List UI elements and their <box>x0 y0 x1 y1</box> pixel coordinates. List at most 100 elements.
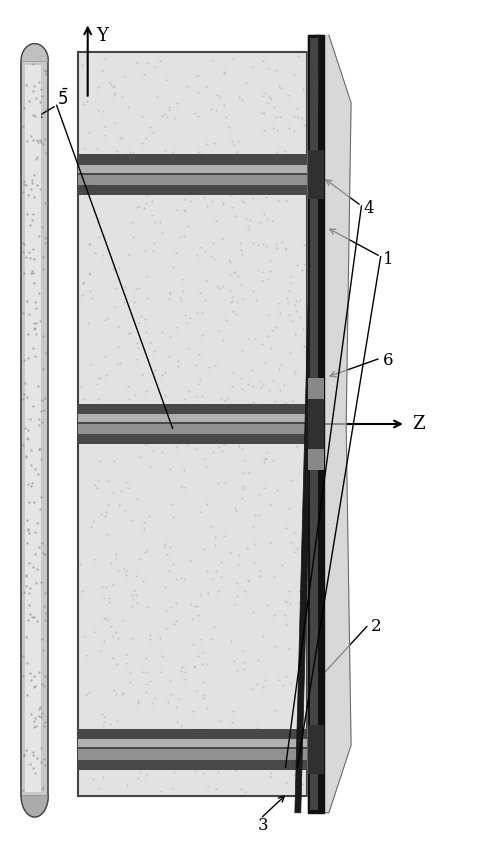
Point <box>33 615 41 628</box>
Point <box>133 337 141 350</box>
Point <box>285 584 293 598</box>
Point <box>36 502 44 516</box>
Point <box>79 276 87 290</box>
Point <box>290 125 298 138</box>
Bar <box>21 60 48 796</box>
Bar <box>78 750 307 760</box>
Point <box>213 280 221 293</box>
Point <box>111 455 119 468</box>
Point <box>128 183 136 197</box>
Point <box>225 253 233 266</box>
Point <box>269 121 277 135</box>
Point <box>171 399 179 413</box>
Point <box>147 178 155 192</box>
Point <box>156 54 164 68</box>
Point <box>100 187 108 201</box>
Text: Y: Y <box>97 27 109 45</box>
Point <box>98 64 106 77</box>
Point <box>205 360 213 374</box>
Point <box>100 129 108 142</box>
Point <box>240 195 248 209</box>
Point <box>25 307 33 321</box>
Point <box>291 365 299 378</box>
Point <box>89 514 97 527</box>
Point <box>105 185 113 198</box>
Point <box>166 539 174 553</box>
Point <box>141 153 149 166</box>
Point <box>30 670 38 683</box>
Point <box>26 252 34 265</box>
Point <box>131 282 139 295</box>
Point <box>107 556 115 570</box>
Point <box>19 186 27 199</box>
Point <box>93 482 101 495</box>
Point <box>252 732 260 745</box>
Point <box>266 265 274 278</box>
Point <box>119 688 126 701</box>
Point <box>247 421 255 435</box>
Bar <box>78 729 307 770</box>
Point <box>94 393 102 406</box>
Point <box>31 109 39 123</box>
Point <box>277 733 285 746</box>
Point <box>273 241 281 254</box>
Point <box>177 719 185 733</box>
Point <box>292 750 300 764</box>
Point <box>31 547 39 561</box>
Point <box>209 445 217 459</box>
Point <box>80 142 88 155</box>
Point <box>234 589 242 603</box>
Point <box>186 384 193 398</box>
Point <box>249 379 257 393</box>
Point <box>20 102 28 115</box>
Point <box>146 400 154 414</box>
Point <box>125 326 133 339</box>
Point <box>271 703 279 717</box>
Point <box>101 120 109 133</box>
Point <box>27 707 35 721</box>
Point <box>161 388 169 402</box>
Point <box>224 391 232 404</box>
Point <box>273 402 281 416</box>
Point <box>259 265 267 279</box>
Point <box>83 648 91 661</box>
Point <box>249 555 257 568</box>
Point <box>143 56 151 70</box>
Point <box>96 455 104 468</box>
Point <box>202 159 210 172</box>
Point <box>287 276 295 289</box>
Point <box>121 177 129 191</box>
Point <box>195 505 203 519</box>
Point <box>35 702 43 716</box>
Point <box>169 165 177 178</box>
Point <box>233 295 241 309</box>
Point <box>37 82 45 96</box>
Point <box>147 169 155 182</box>
Point <box>26 581 34 594</box>
Polygon shape <box>21 796 48 817</box>
Point <box>202 657 210 671</box>
Point <box>300 339 308 353</box>
Point <box>30 190 38 204</box>
Point <box>192 684 200 698</box>
Point <box>275 362 283 376</box>
Point <box>262 451 270 465</box>
Point <box>221 475 229 488</box>
Point <box>300 431 308 444</box>
Point <box>239 479 247 493</box>
Point <box>39 330 47 343</box>
Point <box>123 778 130 792</box>
Point <box>123 656 131 669</box>
Point <box>286 413 294 427</box>
Point <box>25 246 33 259</box>
Point <box>163 547 171 561</box>
Point <box>289 394 297 408</box>
Point <box>29 243 37 256</box>
Point <box>282 243 290 256</box>
Point <box>254 416 262 429</box>
Point <box>167 600 175 614</box>
Point <box>100 229 108 243</box>
Text: 1: 1 <box>383 251 394 268</box>
Point <box>252 405 260 419</box>
Point <box>123 568 130 582</box>
